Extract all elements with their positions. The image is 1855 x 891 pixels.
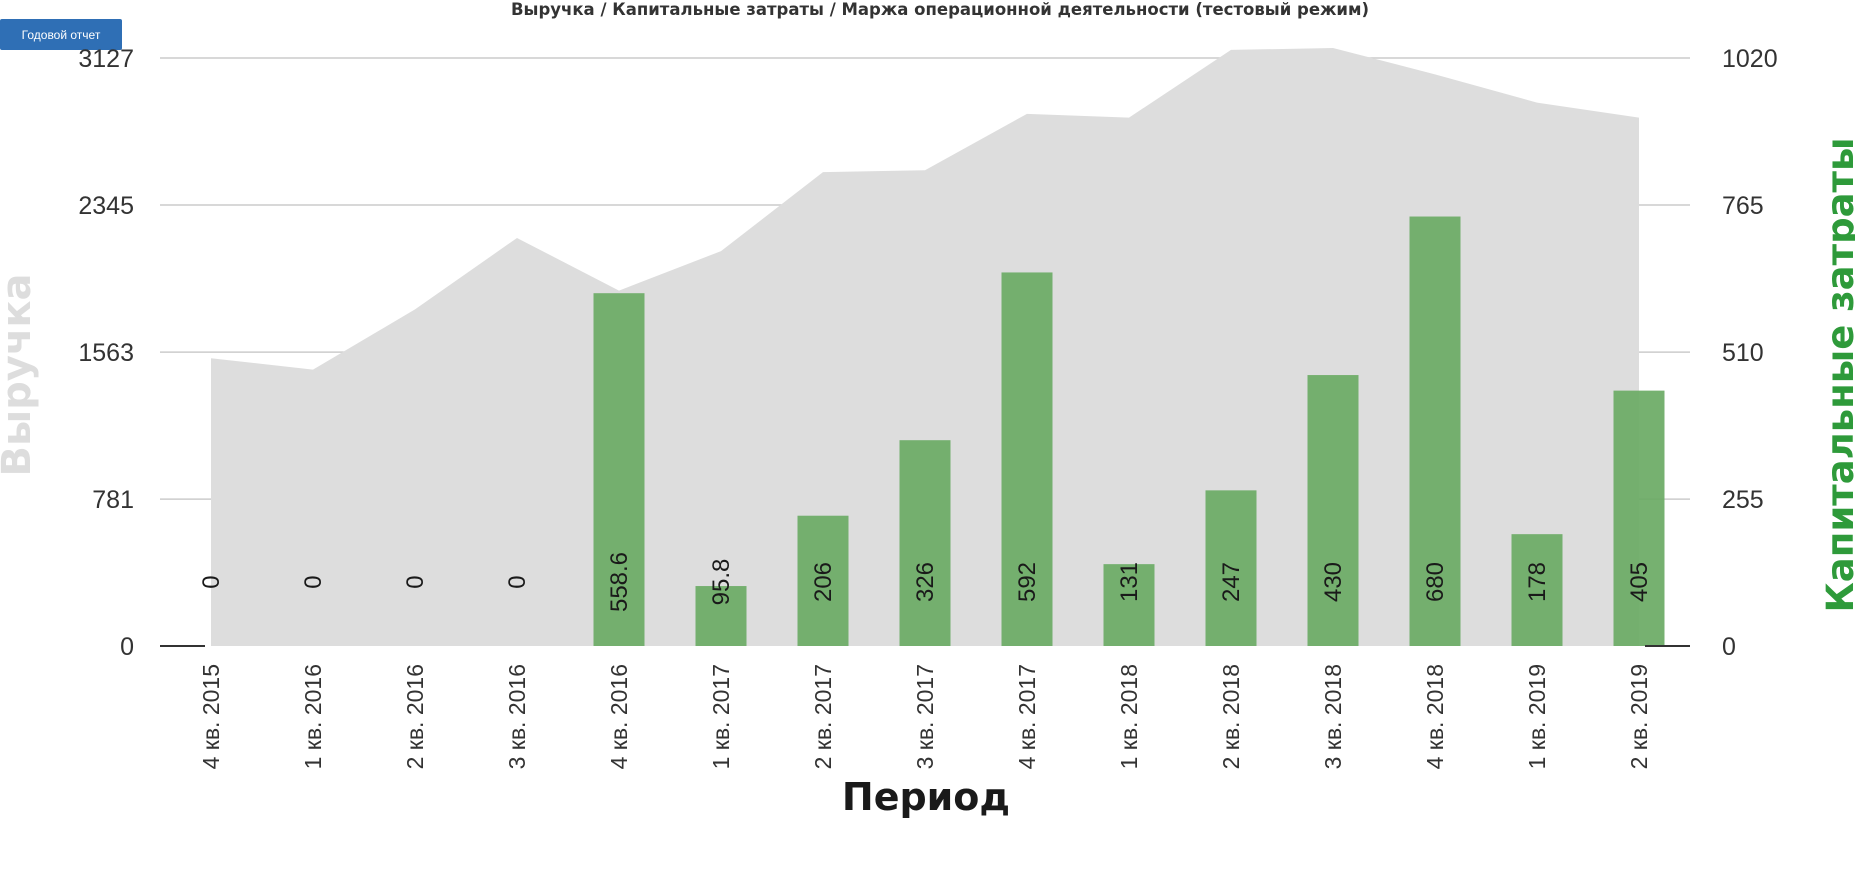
y-right-tick-label: 510 xyxy=(1722,339,1764,367)
axis-layer: 4 кв. 2015 1 кв. 2016 2 кв. 2016 3 кв. 2016… xyxy=(160,645,1690,769)
bar-data-label: 0 xyxy=(504,575,531,588)
capex-bar[interactable] xyxy=(1103,564,1155,646)
capex-bar[interactable] xyxy=(593,293,645,646)
bar-data-label: 430 xyxy=(1320,562,1347,602)
capex-bar[interactable] xyxy=(797,515,849,646)
y-axis-left-title: Выручка xyxy=(0,274,40,477)
x-axis-title: Период xyxy=(842,775,1010,819)
revenue-area-layer xyxy=(211,48,1639,647)
x-tick-label: 4 кв. 2018 xyxy=(1422,664,1448,769)
chart-title: Выручка / Капитальные затраты / Маржа оп… xyxy=(511,0,1369,19)
annual-report-button[interactable]: Годовой отчет xyxy=(0,19,122,50)
capex-bars-layer xyxy=(593,216,1665,646)
bar-data-label: 178 xyxy=(1524,562,1551,602)
y-left-tick-label: 3127 xyxy=(78,45,134,73)
capex-bar[interactable] xyxy=(1205,490,1257,646)
y-right-tick-label: 1020 xyxy=(1722,45,1778,73)
bar-data-label: 405 xyxy=(1626,562,1653,602)
capex-bar[interactable] xyxy=(695,586,747,646)
capex-bar[interactable] xyxy=(1613,390,1665,646)
x-tick-label: 2 кв. 2018 xyxy=(1218,664,1244,769)
capex-bar[interactable] xyxy=(1001,272,1053,646)
x-tick-label: 2 кв. 2019 xyxy=(1626,664,1652,769)
x-tick-label: 2 кв. 2016 xyxy=(402,664,428,769)
y-left-tick-label: 2345 xyxy=(78,192,134,220)
bar-data-label: 558.6 xyxy=(606,552,633,612)
y-left-tick-label: 781 xyxy=(92,486,134,514)
bar-data-label: 247 xyxy=(1218,562,1245,602)
bar-data-label: 95.8 xyxy=(708,559,735,606)
bar-data-label: 680 xyxy=(1422,562,1449,602)
y-axis-right-title: Капитальные затраты xyxy=(1819,138,1855,613)
capex-bar[interactable] xyxy=(899,440,951,646)
x-tick-label: 2 кв. 2017 xyxy=(810,664,836,769)
x-tick-label: 4 кв. 2015 xyxy=(198,664,224,769)
bar-data-label: 0 xyxy=(402,575,429,588)
bar-data-label: 0 xyxy=(198,575,225,588)
y-right-tick-label: 765 xyxy=(1722,192,1764,220)
bar-data-label: 0 xyxy=(300,575,327,588)
x-tick-label: 1 кв. 2019 xyxy=(1524,664,1550,769)
y-left-tick-label: 0 xyxy=(120,633,134,661)
y-left-tick-label: 1563 xyxy=(78,339,134,367)
x-tick-label: 4 кв. 2017 xyxy=(1014,664,1040,769)
revenue-area xyxy=(211,48,1639,647)
bar-data-label: 131 xyxy=(1116,562,1143,602)
bar-data-label: 206 xyxy=(810,562,837,602)
x-tick-label: 3 кв. 2016 xyxy=(504,664,530,769)
capex-bar[interactable] xyxy=(1409,216,1461,646)
x-tick-label: 3 кв. 2018 xyxy=(1320,664,1346,769)
capex-bar[interactable] xyxy=(1511,534,1563,646)
x-tick-label: 3 кв. 2017 xyxy=(912,664,938,769)
x-tick-label: 1 кв. 2018 xyxy=(1116,664,1142,769)
data-labels-layer: 0 0 0 0 558.6 95.8 206 326 592 131 247 430 680 178 405 xyxy=(198,552,1653,612)
bar-data-label: 592 xyxy=(1014,562,1041,602)
x-tick-label: 1 кв. 2016 xyxy=(300,664,326,769)
bar-data-label: 326 xyxy=(912,562,939,602)
capex-bar[interactable] xyxy=(1307,375,1359,646)
x-tick-label: 4 кв. 2016 xyxy=(606,664,632,769)
x-tick-label: 1 кв. 2017 xyxy=(708,664,734,769)
y-right-tick-label: 255 xyxy=(1722,486,1764,514)
y-right-tick-label: 0 xyxy=(1722,633,1736,661)
